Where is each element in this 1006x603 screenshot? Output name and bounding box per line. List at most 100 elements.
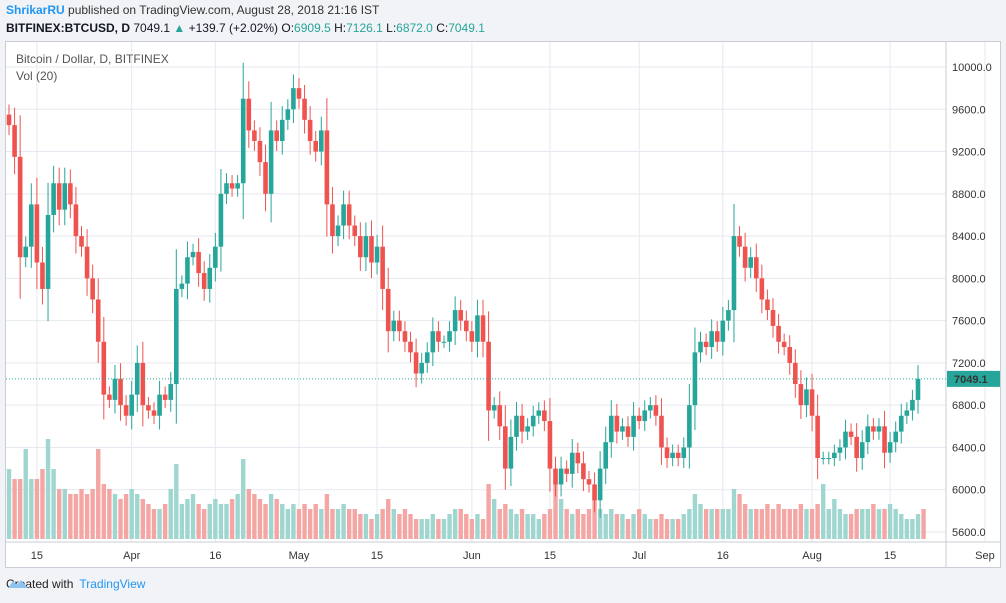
candle-body	[157, 394, 162, 416]
candle-body	[804, 389, 809, 406]
candle-body	[770, 310, 776, 326]
volume-bar	[765, 504, 770, 539]
volume-bar	[692, 494, 698, 539]
x-tick-label: 15	[544, 550, 556, 562]
candle-body	[475, 315, 480, 342]
x-tick-label: Jul	[632, 550, 646, 562]
close-value: 7049.1	[448, 21, 485, 35]
last-price-tag	[947, 370, 1000, 387]
candle-body	[910, 399, 915, 411]
candle-body	[235, 183, 240, 189]
candle-body	[659, 415, 664, 448]
candle-body	[224, 183, 229, 194]
candle-body	[246, 98, 252, 131]
volume-bar	[341, 504, 346, 539]
candle-body	[731, 236, 737, 311]
volume-bar	[458, 509, 463, 539]
author-link[interactable]: ShrikarRU	[6, 3, 65, 17]
candle-body	[620, 426, 625, 432]
candle-body	[508, 436, 514, 469]
candle-body	[575, 452, 581, 464]
volume-bar	[597, 509, 603, 539]
candle-body	[369, 236, 374, 263]
volume-bar	[40, 469, 45, 539]
candle-body	[129, 394, 134, 416]
x-tick-label: Aug	[802, 550, 822, 562]
candle-body	[893, 431, 898, 443]
candle-body	[687, 405, 692, 448]
volume-bar	[837, 509, 843, 539]
candle-body	[419, 362, 424, 374]
candle-body	[670, 452, 675, 459]
candle-body	[503, 426, 508, 469]
candle-body	[213, 246, 218, 268]
y-tick-label: 8400.0	[952, 231, 986, 243]
y-tick-label: 6400.0	[952, 442, 986, 454]
candle-body	[279, 119, 285, 141]
tradingview-link[interactable]: TradingView	[79, 577, 146, 591]
candle-body	[859, 442, 865, 459]
candle-body	[882, 426, 887, 453]
volume-bar	[737, 494, 742, 539]
volume-bar	[653, 519, 659, 539]
volume-bar	[804, 509, 809, 539]
candle-body	[430, 331, 436, 353]
volume-bar	[452, 509, 458, 539]
candle-body	[118, 378, 123, 406]
chart-panel[interactable]: 5600.0 6000.0 6400.0 6800.0 7200.0 7600.0 8000…	[5, 41, 1001, 568]
publish-info: published on TradingView.com, August 28,…	[68, 3, 380, 17]
volume-bar	[514, 514, 519, 539]
candle-body	[586, 479, 592, 485]
volume-bar	[101, 484, 107, 539]
candlestick-chart[interactable]: 5600.0 6000.0 6400.0 6800.0 7200.0 7600.0 8000…	[6, 42, 1000, 567]
candle-body	[820, 458, 826, 460]
volume-bar	[185, 499, 190, 539]
x-tick-label: 16	[717, 550, 729, 562]
volume-bar	[307, 509, 313, 539]
candle-body	[229, 183, 235, 189]
y-tick-label: 7600.0	[952, 316, 986, 328]
candle-body	[703, 341, 709, 348]
publish-line: ShrikarRU published on TradingView.com, …	[6, 3, 379, 17]
volume-bar	[196, 504, 201, 539]
volume-bar	[302, 504, 307, 539]
volume-bar	[904, 519, 910, 539]
candle-body	[190, 251, 196, 258]
volume-bar	[6, 469, 12, 539]
volume-bar	[491, 499, 497, 539]
volume-bar	[224, 504, 229, 539]
candle-body	[380, 246, 385, 289]
candle-body	[296, 88, 302, 99]
candle-body	[753, 257, 759, 279]
candle-body	[904, 410, 910, 416]
candle-body	[140, 362, 146, 406]
candle-body	[497, 405, 503, 427]
candle-body	[452, 310, 458, 332]
high-label: H:	[334, 21, 347, 35]
candle-body	[51, 183, 56, 215]
volume-bar	[397, 514, 402, 539]
volume-bar	[274, 499, 279, 539]
tradingview-logo-icon[interactable]	[6, 577, 30, 591]
candle-body	[887, 442, 893, 453]
last-price: 7049.1	[133, 21, 171, 35]
candle-body	[569, 452, 575, 474]
volume-bar	[45, 439, 51, 539]
candle-body	[146, 405, 151, 411]
volume-bar	[374, 514, 380, 539]
candle-body	[29, 204, 34, 247]
candle-body	[653, 405, 659, 416]
x-tick-label: May	[289, 550, 310, 562]
volume-bar	[843, 514, 848, 539]
volume-bar	[625, 519, 631, 539]
x-tick-label: 15	[31, 550, 43, 562]
volume-bar	[112, 494, 118, 539]
candle-body	[196, 251, 201, 274]
volume-bar	[29, 479, 34, 539]
candle-body	[257, 140, 263, 163]
candle-body	[413, 352, 419, 374]
volume-bar	[51, 469, 56, 539]
volume-bar	[770, 509, 776, 539]
volume-bar	[79, 489, 84, 539]
x-tick-label: 15	[371, 550, 383, 562]
